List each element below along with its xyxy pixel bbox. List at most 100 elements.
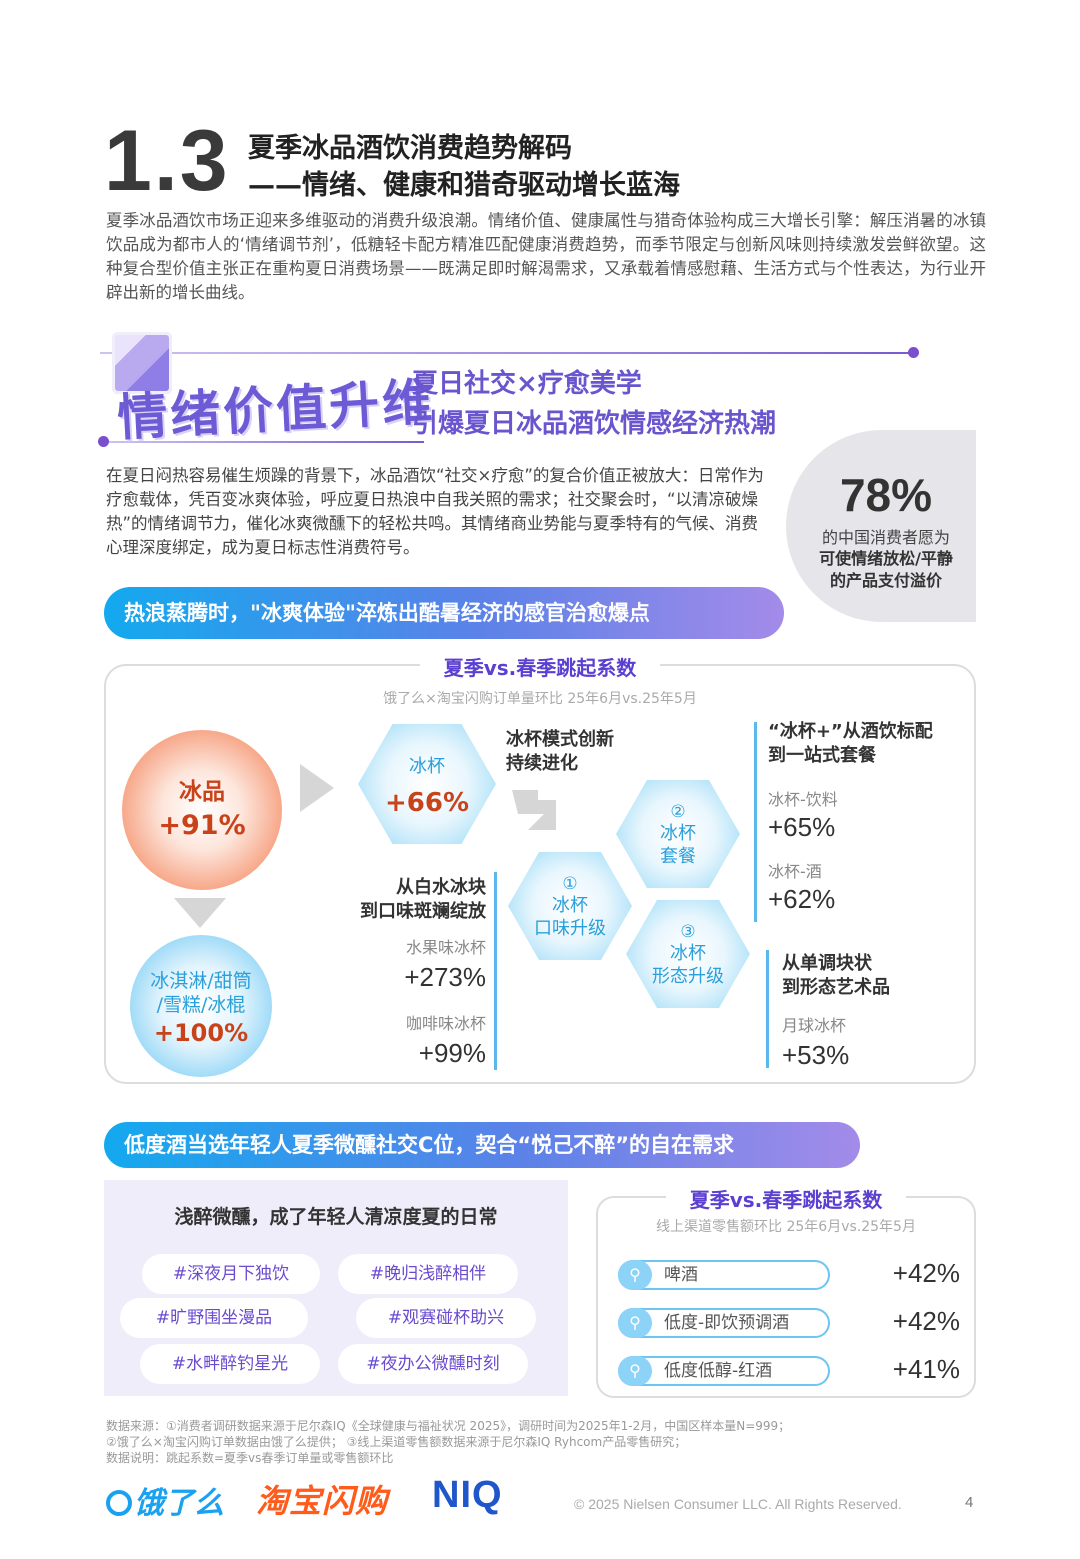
icecup-value: +66% xyxy=(384,788,470,818)
icecream-circle: 冰淇淋/甜筒 /雪糕/冰棍 +100% xyxy=(130,935,272,1077)
flavor-title: 从白水冰块 到口味斑斓绽放 xyxy=(340,876,486,924)
banner-divider-lower xyxy=(104,441,424,443)
stat-callout: 78% 的中国消费者愿为 可使情绪放松/平静 的产品支付溢价 xyxy=(786,430,976,622)
hashtag: #晚归浅醉相伴 xyxy=(338,1254,518,1294)
flavor-item-label: 咖啡味冰杯 xyxy=(405,1014,486,1033)
shape-title-line1: 从单调块状 xyxy=(782,953,872,974)
icecup-hexagon: 冰杯 +66% xyxy=(358,724,496,844)
hex-shape-num: ③ xyxy=(680,922,696,942)
hex-combo: ② 冰杯 套餐 xyxy=(616,780,740,888)
emotion-paragraph: 在夏日闷热容易催生烦躁的背景下，冰品酒饮“社交×疗愈”的复合价值正被放大：日常作… xyxy=(106,466,764,557)
hex-flavor-line2: 口味升级 xyxy=(534,918,606,939)
footnote-line2: ②饿了么×淘宝闪购订单数据由饿了么提供； ③线上渠道零售额数据来源于尼尔森IQ … xyxy=(106,1435,687,1449)
box2-title: 夏季vs.春季跳起系数 xyxy=(665,1188,907,1212)
intro-paragraph: 夏季冰品酒饮市场正迎来多维驱动的消费升级浪潮。情绪价值、健康属性与猎奇体验构成三… xyxy=(106,211,986,302)
icecream-value: +100% xyxy=(153,1019,249,1047)
arrow-right-icon xyxy=(300,764,334,812)
hashtag: #观赛碰杯助兴 xyxy=(356,1298,536,1338)
hashtag: #深夜月下独饮 xyxy=(142,1254,320,1294)
box1-title-wrap: 夏季vs.春季跳起系数 xyxy=(104,652,976,681)
icecup-label: 冰杯 xyxy=(409,756,445,777)
section1-headline: 热浪蒸腾时，"冰爽体验"淬炼出酷暑经济的感官治愈爆点 xyxy=(104,587,784,639)
footnote-line3: 数据说明：跳起系数=夏季vs春季订单量或零售额环比 xyxy=(106,1451,394,1465)
niq-logo: NIQ xyxy=(432,1474,503,1516)
stat-line1: 的中国消费者愿为 xyxy=(821,528,950,547)
ice-product-label: 冰品 xyxy=(179,779,225,805)
flavor-title-line1: 从白水冰块 xyxy=(396,877,486,898)
icecream-label-line2: /雪糕/冰棍 xyxy=(156,994,246,1016)
banner-big-title: 情绪价值升维 xyxy=(115,372,437,448)
banner-dot-left xyxy=(98,436,109,447)
shape-title: 从单调块状 到形态艺术品 xyxy=(782,952,890,1000)
combo-title: “冰杯+”从酒饮标配 到一站式套餐 xyxy=(768,720,933,768)
bar-row: ⚲ 啤酒 xyxy=(618,1260,830,1290)
flavor-title-line2: 到口味斑斓绽放 xyxy=(360,901,486,922)
innovation-title-line1: 冰杯模式创新 xyxy=(506,729,614,750)
banner-subtitle-line2: 引爆夏日冰品酒饮情感经济热潮 xyxy=(412,409,777,439)
hashtag: #旷野围坐漫品 xyxy=(120,1298,308,1338)
hashtag: #水畔醉钓星光 xyxy=(140,1344,320,1384)
flavor-divider xyxy=(494,872,497,1070)
bar-value: +41% xyxy=(892,1354,960,1384)
shape-title-line2: 到形态艺术品 xyxy=(782,977,890,998)
innovation-title: 冰杯模式创新 持续进化 xyxy=(506,728,614,776)
combo-item-label: 冰杯-酒 xyxy=(768,862,822,881)
innovation-title-line2: 持续进化 xyxy=(506,753,578,774)
cube-icon xyxy=(112,332,172,394)
shape-item-label: 月球冰杯 xyxy=(782,1016,847,1035)
combo-title-line1: “冰杯+”从酒饮标配 xyxy=(768,721,933,742)
section-title-line2: ——情绪、健康和猎奇驱动增长蓝海 xyxy=(248,170,680,201)
bar-value: +42% xyxy=(892,1306,960,1336)
stat-value: 78% xyxy=(839,469,933,521)
banner-subtitle: 夏日社交×疗愈美学 引爆夏日冰品酒饮情感经济热潮 xyxy=(412,364,776,444)
shape-item-value: +53% xyxy=(782,1040,850,1070)
box2-subtitle: 线上渠道零售额环比 25年6月vs.25年5月 xyxy=(656,1219,916,1235)
search-icon: ⚲ xyxy=(618,1308,652,1338)
tags-panel: 浅醉微醺，成了年轻人清凉度夏的日常 #深夜月下独饮 #晚归浅醉相伴 #旷野围坐漫… xyxy=(104,1180,568,1396)
section-title: 夏季冰品酒饮消费趋势解码 ——情绪、健康和猎奇驱动增长蓝海 xyxy=(248,130,680,204)
ice-product-value: +91% xyxy=(158,810,246,841)
box1-title: 夏季vs.春季跳起系数 xyxy=(419,656,661,680)
eleme-logo: 饿了么 xyxy=(106,1478,224,1522)
hex-shape: ③ 冰杯 形态升级 xyxy=(626,900,750,1008)
stat-line2: 可使情绪放松/平静 xyxy=(819,549,953,568)
section2-headline: 低度酒当选年轻人夏季微醺社交C位，契合“悦己不醉”的自在需求 xyxy=(104,1122,860,1168)
stat-line3: 的产品支付溢价 xyxy=(829,571,942,590)
tags-panel-title: 浅醉微醺，成了年轻人清凉度夏的日常 xyxy=(174,1206,498,1228)
section-title-line1: 夏季冰品酒饮消费趋势解码 xyxy=(248,133,572,164)
banner-divider xyxy=(100,352,915,354)
section-number: 1.3 xyxy=(104,113,230,209)
box1-subtitle: 饿了么×淘宝闪购订单量环比 25年6月vs.25年5月 xyxy=(383,691,697,707)
copyright: © 2025 Nielsen Consumer LLC. All Rights … xyxy=(574,1496,902,1512)
shape-divider xyxy=(766,950,769,1068)
bar-value: +42% xyxy=(892,1258,960,1288)
hex-combo-line1: 冰杯 xyxy=(660,823,696,844)
page-number: 4 xyxy=(965,1494,974,1511)
flavor-item-value: +99% xyxy=(418,1038,486,1068)
bar-row: ⚲ 低度低醇-红酒 xyxy=(618,1356,830,1386)
hashtag: #夜办公微醺时刻 xyxy=(338,1344,528,1384)
bar-label: 低度-即饮预调酒 xyxy=(664,1313,790,1333)
combo-item-label: 冰杯-饮料 xyxy=(768,790,838,809)
combo-item-value: +62% xyxy=(768,884,836,914)
search-icon: ⚲ xyxy=(618,1260,652,1290)
hex-flavor-line1: 冰杯 xyxy=(552,895,588,916)
box2-title-wrap: 夏季vs.春季跳起系数 xyxy=(598,1184,974,1213)
hex-combo-num: ② xyxy=(670,802,686,822)
footnote: 数据来源：①消费者调研数据来源于尼尔森IQ《全球健康与福祉状况 2025》，调研… xyxy=(106,1418,790,1466)
hex-shape-line1: 冰杯 xyxy=(670,943,706,964)
arrow-diagonal-icon xyxy=(512,790,556,830)
icecream-label-line1: 冰淇淋/甜筒 xyxy=(150,970,252,992)
banner-subtitle-line1: 夏日社交×疗愈美学 xyxy=(412,369,642,399)
combo-divider xyxy=(754,722,757,922)
search-icon: ⚲ xyxy=(618,1356,652,1386)
footnote-line1: 数据来源：①消费者调研数据来源于尼尔森IQ《全球健康与福祉状况 2025》，调研… xyxy=(106,1419,791,1433)
bar-label: 低度低醇-红酒 xyxy=(664,1361,773,1381)
bar-label: 啤酒 xyxy=(664,1265,698,1285)
bar-row: ⚲ 低度-即饮预调酒 xyxy=(618,1308,830,1338)
flavor-item-value: +273% xyxy=(404,962,486,992)
arrow-down-icon xyxy=(174,898,226,928)
ice-product-circle: 冰品 +91% xyxy=(122,730,282,890)
combo-title-line2: 到一站式套餐 xyxy=(768,745,876,766)
alcohol-box: 夏季vs.春季跳起系数 线上渠道零售额环比 25年6月vs.25年5月 ⚲ 啤酒… xyxy=(596,1188,976,1398)
